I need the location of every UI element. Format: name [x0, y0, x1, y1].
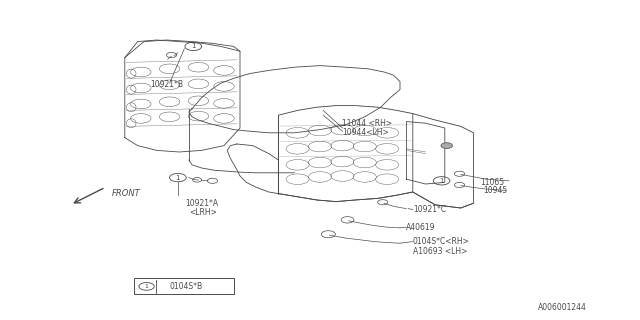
FancyBboxPatch shape — [134, 278, 234, 294]
Text: 0104S*C<RH>: 0104S*C<RH> — [413, 237, 470, 246]
Text: 1: 1 — [191, 44, 196, 49]
Text: 10921*A: 10921*A — [186, 199, 219, 208]
Text: 1: 1 — [175, 175, 180, 180]
Text: 0104S*B: 0104S*B — [170, 282, 203, 291]
Text: A10693 <LH>: A10693 <LH> — [413, 247, 467, 256]
Text: FRONT: FRONT — [112, 189, 141, 198]
Text: 10921*B: 10921*B — [150, 80, 184, 89]
Circle shape — [441, 143, 452, 148]
Text: 10921*C: 10921*C — [413, 205, 446, 214]
Text: 11065: 11065 — [480, 178, 504, 187]
Text: 10944<LH>: 10944<LH> — [342, 128, 389, 137]
Text: 1: 1 — [439, 178, 444, 184]
Text: <LRH>: <LRH> — [189, 208, 217, 217]
Text: 11044 <RH>: 11044 <RH> — [342, 119, 392, 128]
Text: 10945: 10945 — [483, 186, 508, 195]
Text: A40619: A40619 — [406, 223, 436, 232]
Text: A006001244: A006001244 — [538, 303, 586, 312]
Text: 1: 1 — [145, 284, 148, 289]
